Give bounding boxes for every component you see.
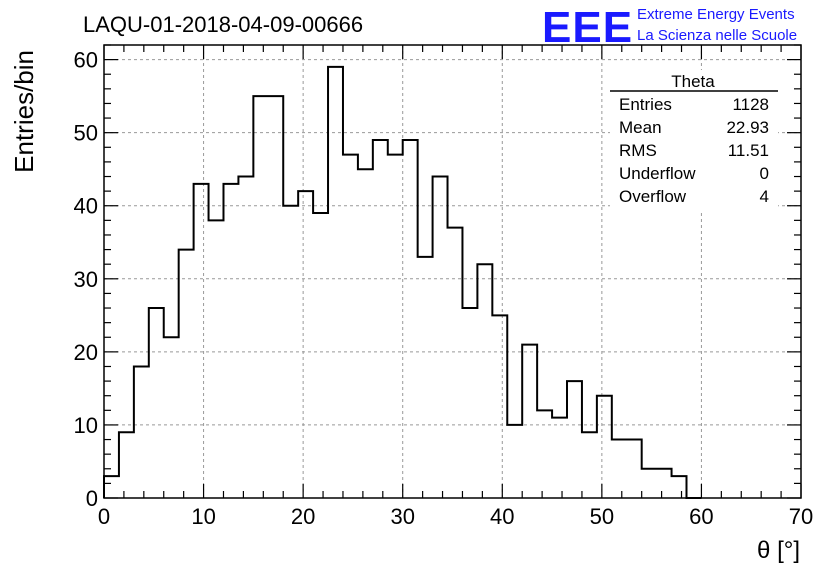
histogram-line <box>103 65 702 499</box>
logo: EEE Extreme Energy Events La Scienza nel… <box>542 3 797 52</box>
histogram-bin <box>448 228 463 498</box>
y-tick-label: 0 <box>86 486 98 511</box>
histogram-bin <box>403 140 418 498</box>
histogram-bin <box>268 96 283 498</box>
histogram-bin <box>358 169 373 498</box>
histogram-bin <box>672 476 687 498</box>
histogram-bin <box>209 220 224 498</box>
stats-row-label: RMS <box>619 141 657 160</box>
stats-box-rows: Entries 1128 Mean 22.93 RMS 11.51 Underflow 0 Ov… <box>619 95 769 206</box>
x-tick-label: 20 <box>291 504 315 529</box>
stats-row-label: Underflow <box>619 164 696 183</box>
y-tick-label: 20 <box>74 340 98 365</box>
x-tick-label: 0 <box>98 504 110 529</box>
x-tick-label: 60 <box>689 504 713 529</box>
stats-row-label: Mean <box>619 118 662 137</box>
histogram-bin <box>567 381 582 498</box>
axis-ticks <box>103 44 802 499</box>
stats-row-label: Entries <box>619 95 672 114</box>
chart-title: LAQU-01-2018-04-09-00666 <box>83 12 363 37</box>
stats-row-value: 0 <box>760 164 769 183</box>
stats-box: Theta Entries 1128 Mean 22.93 RMS 11.51 Underf… <box>610 70 778 210</box>
y-tick-label: 10 <box>74 413 98 438</box>
histogram-bin <box>582 432 597 498</box>
histogram-bin <box>104 476 119 498</box>
histogram-bin <box>134 366 149 498</box>
y-tick-label: 60 <box>74 48 98 73</box>
plot-frame <box>103 44 802 499</box>
histogram-bin <box>238 177 253 498</box>
grid-lines <box>104 45 801 498</box>
histogram-bin <box>537 410 552 498</box>
histogram-bin <box>223 184 238 498</box>
x-tick-labels: 0 10 20 30 40 50 60 70 <box>98 504 813 529</box>
histogram-bin <box>194 184 209 498</box>
histogram-bin <box>298 191 313 498</box>
y-tick-label: 50 <box>74 121 98 146</box>
histogram-bin <box>119 432 134 498</box>
stats-row-value: 11.51 <box>728 141 769 160</box>
histogram-bin <box>343 155 358 498</box>
histogram-bin <box>477 264 492 498</box>
histogram-bin <box>492 315 507 498</box>
histogram-bin <box>283 206 298 498</box>
histogram-bin <box>507 425 522 498</box>
histogram-bin <box>164 337 179 498</box>
histogram-bin <box>552 418 567 498</box>
histogram-bin <box>642 469 657 498</box>
y-tick-label: 30 <box>74 267 98 292</box>
x-tick-label: 70 <box>789 504 813 529</box>
histogram-bin <box>313 213 328 498</box>
logo-line1: Extreme Energy Events <box>637 6 795 23</box>
stats-box-title: Theta <box>671 72 715 91</box>
stats-row-value: 4 <box>760 187 769 206</box>
stats-row-value: 1128 <box>732 95 769 114</box>
histogram-bin <box>253 96 268 498</box>
histogram-bin <box>328 67 343 498</box>
histogram-bin <box>433 177 448 498</box>
histogram-bin <box>657 469 672 498</box>
x-tick-label: 40 <box>490 504 514 529</box>
histogram-bin <box>149 308 164 498</box>
histogram-bin <box>179 250 194 498</box>
histogram-bin <box>612 440 627 498</box>
x-axis-label: θ [°] <box>757 537 800 564</box>
stats-box-background <box>610 70 778 210</box>
logo-line2: La Scienza nelle Scuole <box>637 27 797 44</box>
histogram-bin <box>597 396 612 498</box>
histogram-bin <box>388 155 403 498</box>
histogram-bin <box>627 440 642 498</box>
histogram-bin <box>462 308 477 498</box>
y-axis-label: Entries/bin <box>9 50 39 173</box>
x-tick-label: 10 <box>191 504 215 529</box>
logo-mark: EEE <box>542 3 633 52</box>
histogram-bin <box>373 140 388 498</box>
histogram-series <box>103 65 702 499</box>
histogram-bin <box>522 345 537 498</box>
stats-row-value: 22.93 <box>726 118 769 137</box>
x-tick-label: 50 <box>590 504 614 529</box>
y-tick-labels: 0 10 20 30 40 50 60 <box>74 48 98 511</box>
y-tick-label: 40 <box>74 194 98 219</box>
histogram-bin <box>418 257 433 498</box>
stats-row-label: Overflow <box>619 187 687 206</box>
x-tick-label: 30 <box>390 504 414 529</box>
